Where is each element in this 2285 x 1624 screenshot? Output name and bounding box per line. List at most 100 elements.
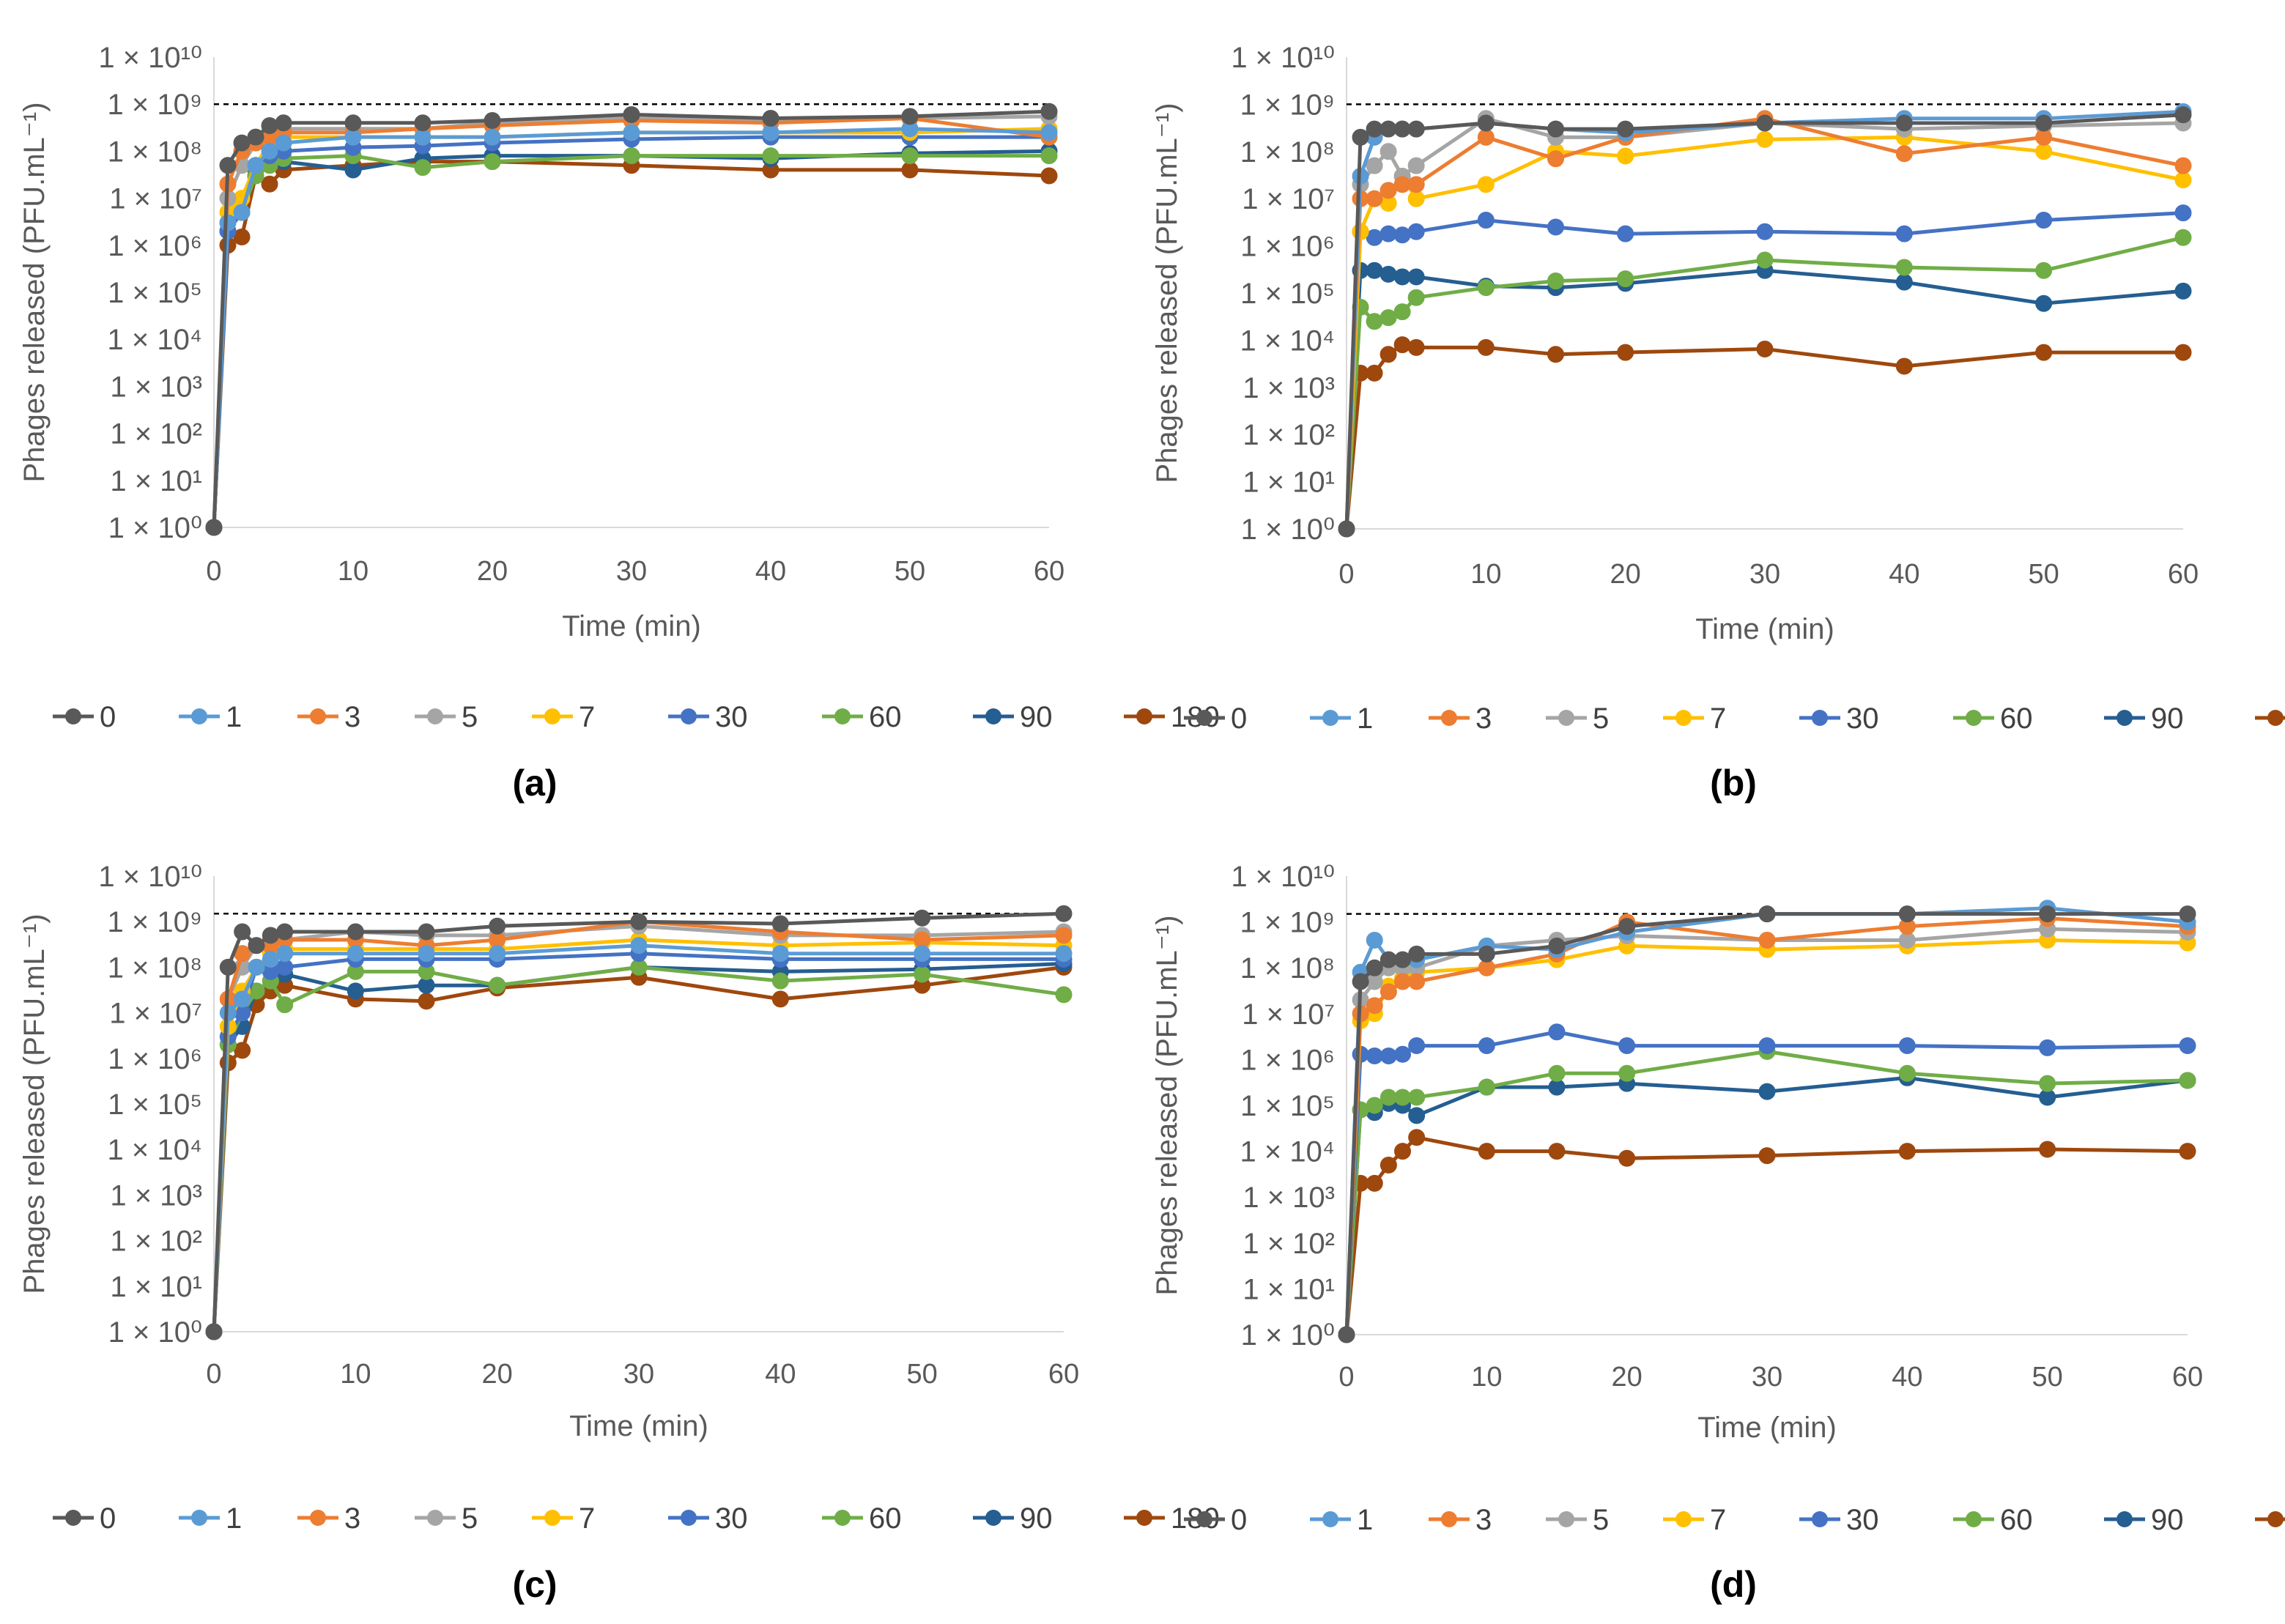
x-tick-label: 0 xyxy=(1338,1362,1354,1393)
data-point-1 xyxy=(234,990,251,1008)
data-point-3 xyxy=(1366,190,1383,207)
legend-marker-60 xyxy=(1966,1511,1982,1527)
y-tick-label: 1 × 10¹ xyxy=(1243,467,1335,499)
legend-marker-1 xyxy=(191,1510,207,1526)
data-point-1 xyxy=(418,945,435,963)
legend-marker-0 xyxy=(1196,710,1212,726)
x-tick-label: 20 xyxy=(1610,559,1641,590)
data-point-90 xyxy=(2174,282,2192,300)
legend-label: 90 xyxy=(2151,702,2184,735)
legend-label: 60 xyxy=(869,1502,902,1535)
data-point-90 xyxy=(2035,294,2053,312)
x-tick-label: 40 xyxy=(1889,559,1919,590)
data-point-3 xyxy=(1477,128,1495,146)
data-point-3 xyxy=(1547,150,1564,168)
x-tick-label: 50 xyxy=(907,1359,938,1390)
data-point-60 xyxy=(2179,1072,2196,1089)
data-point-0 xyxy=(1352,973,1369,990)
data-point-180 xyxy=(234,1042,251,1059)
chart-panel-a: 1 × 10⁰ 1 × 10¹ 1 × 10² 1 × 10³ 1 × 10⁴ 1 × 1… xyxy=(18,42,1220,804)
data-point-30 xyxy=(1478,1037,1495,1055)
data-point-60 xyxy=(1393,303,1411,321)
data-point-180 xyxy=(1758,1147,1776,1165)
x-tick-label: 30 xyxy=(616,556,647,587)
y-tick-label: 1 × 10² xyxy=(110,418,202,451)
data-point-60 xyxy=(901,147,919,165)
data-point-180 xyxy=(1618,1149,1636,1167)
legend-label: 1 xyxy=(226,1502,242,1535)
data-point-60 xyxy=(1366,313,1383,330)
data-point-60 xyxy=(1407,289,1425,306)
y-tick-label: 1 × 10³ xyxy=(1243,1182,1335,1214)
legend-marker-0 xyxy=(1196,1511,1212,1527)
legend-label: 1 xyxy=(1357,1504,1373,1536)
data-point-0 xyxy=(1408,945,1426,963)
data-point-30 xyxy=(1548,1023,1566,1041)
data-point-0 xyxy=(1548,937,1566,954)
data-point-60 xyxy=(771,972,789,990)
data-point-1 xyxy=(247,157,264,174)
y-tick-label: 1 × 10⁹ xyxy=(1240,907,1335,939)
y-tick-label: 1 × 10⁹ xyxy=(108,89,202,121)
data-point-0 xyxy=(261,116,278,134)
y-tick-label: 1 × 10¹⁰ xyxy=(1231,42,1335,74)
data-point-0 xyxy=(901,108,919,125)
legend-label: 60 xyxy=(2000,1504,2033,1536)
data-point-30 xyxy=(1393,226,1411,244)
data-point-90 xyxy=(1366,262,1383,279)
data-point-1 xyxy=(630,937,648,954)
data-point-5 xyxy=(1407,157,1425,174)
data-point-180 xyxy=(1366,364,1383,382)
data-point-1 xyxy=(262,950,279,968)
x-tick-label: 60 xyxy=(1034,556,1064,587)
data-point-60 xyxy=(1895,259,1913,276)
data-point-3 xyxy=(1408,973,1426,990)
data-point-180 xyxy=(2174,344,2192,361)
y-tick-label: 1 × 10⁸ xyxy=(1240,952,1335,985)
data-point-0 xyxy=(1547,120,1564,138)
legend-marker-30 xyxy=(681,1510,697,1526)
data-point-90 xyxy=(347,982,364,1000)
data-point-30 xyxy=(2174,204,2192,222)
data-point-0 xyxy=(1478,945,1495,963)
x-tick-label: 50 xyxy=(895,556,925,587)
x-tick-label: 0 xyxy=(1338,559,1354,590)
data-point-180 xyxy=(1756,340,1774,357)
x-axis-title: Time (min) xyxy=(562,610,701,642)
data-point-60 xyxy=(1756,251,1774,269)
data-point-60 xyxy=(2035,262,2053,279)
data-point-180 xyxy=(1379,1156,1397,1173)
y-tick-label: 1 × 10⁰ xyxy=(1241,1319,1335,1352)
data-point-1 xyxy=(489,945,506,963)
y-axis-title: Phages released (PFU.mL⁻¹) xyxy=(1151,103,1183,483)
data-point-0 xyxy=(1477,114,1495,132)
data-point-30 xyxy=(1547,218,1564,236)
data-point-7 xyxy=(2035,143,2053,160)
legend-marker-5 xyxy=(427,1510,443,1526)
data-point-60 xyxy=(1040,147,1058,165)
legend-label: 7 xyxy=(1710,1504,1726,1536)
data-point-3 xyxy=(2174,157,2192,174)
data-point-5 xyxy=(1366,157,1383,174)
legend-label: 7 xyxy=(1710,702,1726,735)
data-point-0 xyxy=(2039,905,2056,923)
x-tick-label: 60 xyxy=(1048,1359,1079,1390)
data-point-1 xyxy=(219,214,237,231)
legend-marker-3 xyxy=(310,708,326,724)
data-point-60 xyxy=(1898,1064,1916,1082)
data-point-180 xyxy=(1393,336,1411,354)
panel-label: (c) xyxy=(512,1564,557,1605)
legend-marker-0 xyxy=(65,708,81,724)
data-point-30 xyxy=(1379,1047,1397,1064)
legend-label: 5 xyxy=(462,701,478,733)
legend-label: 3 xyxy=(1475,702,1492,735)
data-point-0 xyxy=(276,923,294,941)
data-point-180 xyxy=(418,993,435,1010)
legend-label: 7 xyxy=(579,701,595,733)
data-point-1 xyxy=(347,945,364,963)
data-point-0 xyxy=(262,927,279,944)
data-point-0 xyxy=(1040,103,1058,120)
y-tick-label: 1 × 10⁴ xyxy=(1240,325,1335,357)
data-point-0 xyxy=(914,909,931,927)
data-point-180 xyxy=(1366,1174,1383,1192)
